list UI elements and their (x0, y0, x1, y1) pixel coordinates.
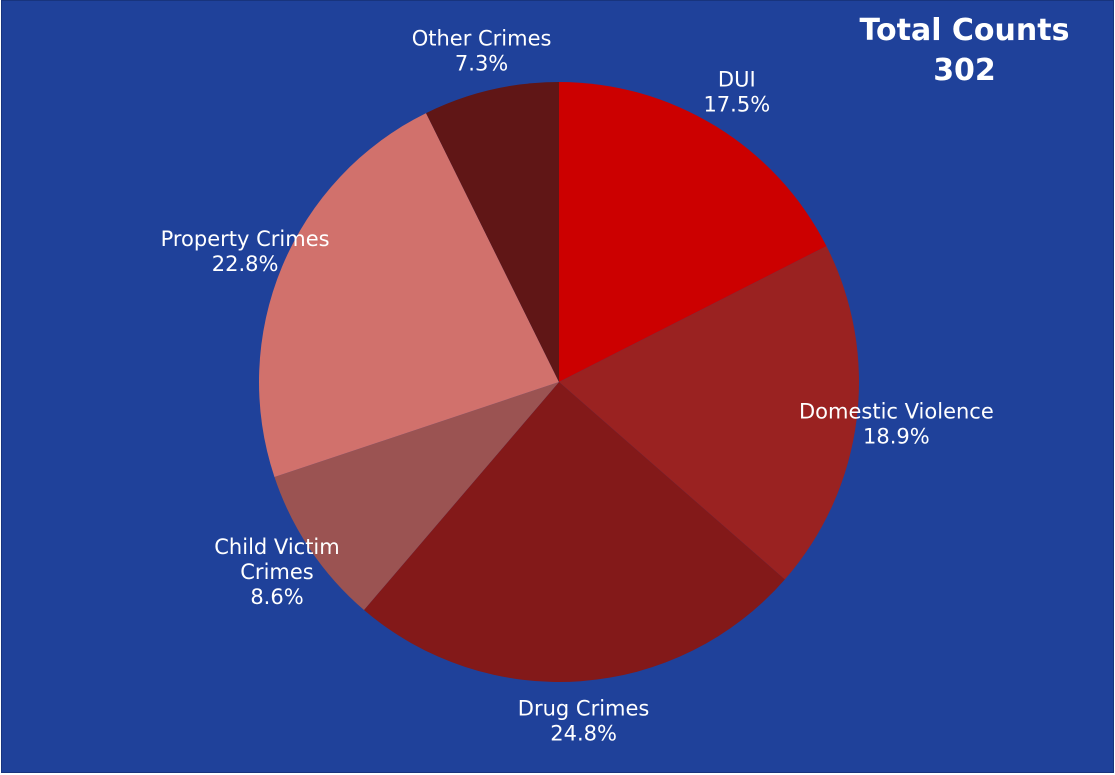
pie-slice-other-crimes (426, 82, 559, 382)
slice-label-child-victim-crimes: Child Victim Crimes 8.6% (214, 535, 339, 609)
pie-slice-property-crimes (259, 113, 559, 478)
pie-slice-domestic-violence (559, 246, 859, 580)
total-counts: Total Counts 302 (837, 11, 1092, 91)
pie-slice-drug-crimes (364, 382, 785, 682)
slice-label-drug-crimes: Drug Crimes 24.8% (518, 697, 650, 746)
pie-slice-dui (559, 82, 827, 382)
slice-label-other-crimes: Other Crimes 7.3% (412, 26, 552, 75)
total-counts-value: 302 (933, 53, 996, 88)
total-counts-title: Total Counts (859, 13, 1070, 48)
slice-label-property-crimes: Property Crimes 22.8% (161, 227, 330, 276)
slice-label-dui: DUI 17.5% (703, 68, 770, 117)
pie-slice-child-victim-crimes (274, 382, 559, 610)
slice-label-domestic-violence: Domestic Violence 18.9% (799, 400, 994, 449)
